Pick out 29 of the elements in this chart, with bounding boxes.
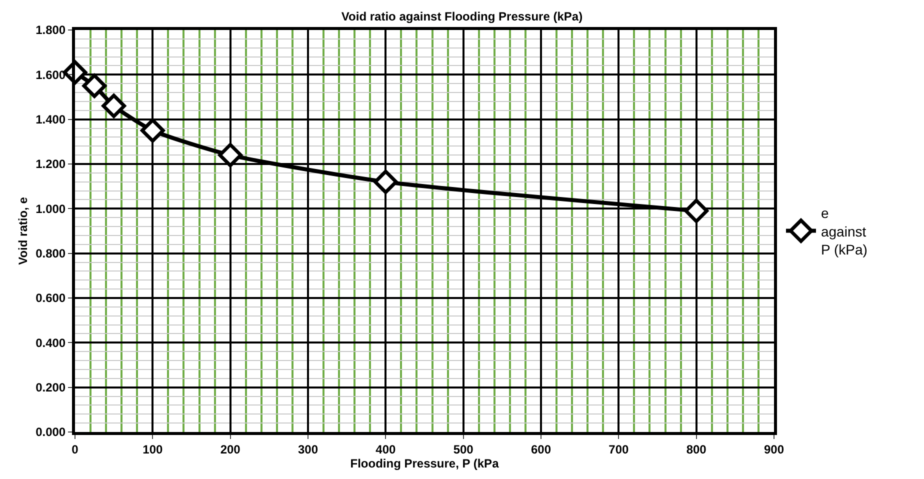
x-tick-label: 500 bbox=[453, 442, 474, 456]
point bbox=[102, 94, 126, 118]
point bbox=[82, 74, 107, 98]
y-tick-label: 0.000 bbox=[36, 425, 66, 440]
x-tick-label: 800 bbox=[686, 442, 707, 456]
point bbox=[218, 142, 242, 168]
y-tick-label: 0.400 bbox=[36, 336, 66, 350]
y-tick-label: 1.600 bbox=[36, 68, 66, 82]
point bbox=[374, 170, 398, 194]
x-tick-label: 600 bbox=[530, 442, 552, 456]
legend-label: e against P (kPa) bbox=[820, 205, 868, 258]
y-tick-label: 1.200 bbox=[36, 157, 66, 172]
chart-title: Void ratio against Flooding Pressure (kPa) bbox=[341, 9, 583, 24]
x-tick-label: 300 bbox=[298, 442, 318, 456]
y-tick-label: 0.200 bbox=[36, 380, 66, 395]
y-tick-label: 0.800 bbox=[36, 246, 66, 261]
x-tick-label: 100 bbox=[142, 442, 163, 456]
y-tick-label: 1.800 bbox=[36, 23, 66, 38]
y-tick-label: 1.000 bbox=[36, 202, 66, 216]
x-tick-label: 200 bbox=[220, 442, 241, 456]
x-tick-label: 400 bbox=[376, 442, 396, 456]
x-tick-label: 900 bbox=[764, 442, 784, 456]
x-axis-title: Flooding Pressure, P (kPa bbox=[350, 456, 500, 470]
y-axis-title: Void ratio, e bbox=[16, 196, 30, 265]
y-tick-label: 1.400 bbox=[36, 112, 66, 127]
point bbox=[684, 198, 708, 224]
x-tick-label: 0 bbox=[72, 442, 79, 456]
y-tick-label: 0.600 bbox=[36, 291, 66, 306]
x-tick-label: 700 bbox=[608, 442, 629, 456]
